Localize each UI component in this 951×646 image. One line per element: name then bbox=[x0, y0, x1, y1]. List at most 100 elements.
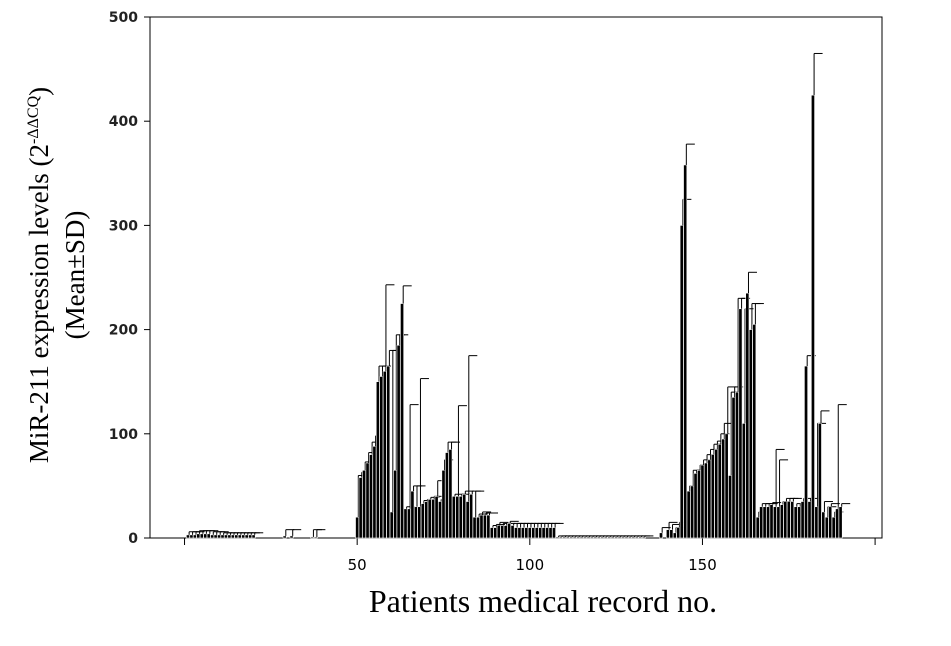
bar bbox=[476, 516, 480, 539]
bar bbox=[524, 527, 529, 539]
bar bbox=[700, 464, 705, 539]
x-tick-label: 150 bbox=[688, 556, 717, 574]
bar bbox=[510, 525, 515, 539]
bar bbox=[817, 423, 822, 539]
bar bbox=[224, 534, 228, 539]
bar bbox=[362, 469, 367, 539]
bar bbox=[210, 534, 215, 539]
bar bbox=[520, 527, 525, 539]
bar bbox=[586, 536, 591, 539]
bar bbox=[531, 527, 536, 539]
y-tick-label: 0 bbox=[128, 531, 138, 547]
bar bbox=[213, 534, 218, 539]
bar bbox=[434, 496, 439, 539]
bar bbox=[762, 506, 767, 539]
bar bbox=[369, 454, 373, 539]
bar bbox=[534, 527, 539, 539]
bar bbox=[355, 516, 360, 539]
bar bbox=[679, 225, 684, 539]
bar bbox=[624, 536, 629, 539]
bar bbox=[693, 473, 698, 539]
bar bbox=[724, 433, 729, 539]
y-tick-label: 400 bbox=[109, 114, 138, 130]
bar bbox=[607, 536, 612, 539]
bar bbox=[707, 459, 712, 539]
bar bbox=[465, 501, 470, 539]
bar bbox=[676, 527, 681, 539]
bar bbox=[755, 516, 760, 539]
bar bbox=[469, 493, 474, 539]
bar bbox=[721, 438, 726, 539]
bar bbox=[717, 443, 722, 539]
bar bbox=[793, 506, 798, 539]
bar bbox=[555, 536, 560, 539]
bar bbox=[835, 508, 840, 539]
bar bbox=[638, 536, 643, 539]
bar bbox=[545, 527, 550, 539]
bar bbox=[786, 501, 791, 539]
y-axis-label-line1: MiR-211 expression levels (2-ΔΔCQ) bbox=[24, 87, 54, 463]
bar bbox=[828, 506, 833, 539]
bar bbox=[203, 533, 208, 539]
bar bbox=[773, 506, 777, 539]
bar bbox=[455, 496, 460, 539]
bar bbox=[372, 446, 377, 539]
bar bbox=[479, 514, 484, 539]
bar bbox=[728, 475, 733, 539]
bar bbox=[552, 527, 556, 539]
bar bbox=[189, 534, 194, 539]
bar bbox=[738, 308, 743, 539]
bar bbox=[583, 536, 587, 539]
bar bbox=[741, 423, 746, 539]
bar bbox=[410, 490, 415, 539]
bar bbox=[783, 501, 788, 539]
bar bbox=[686, 490, 691, 539]
bar bbox=[814, 506, 819, 539]
bar bbox=[489, 527, 494, 539]
y-tick-label: 100 bbox=[109, 427, 138, 443]
bar bbox=[714, 449, 719, 539]
bar bbox=[220, 534, 225, 539]
bar bbox=[838, 506, 843, 539]
bar bbox=[458, 496, 463, 539]
bar bbox=[379, 376, 384, 539]
bar bbox=[631, 536, 636, 539]
bar bbox=[759, 506, 764, 539]
bar bbox=[731, 397, 736, 539]
bar bbox=[811, 94, 815, 539]
x-axis-label: Patients medical record no. bbox=[369, 583, 717, 619]
bar bbox=[500, 525, 505, 539]
y-label-close: ) bbox=[24, 87, 54, 96]
bar bbox=[313, 536, 318, 539]
bar bbox=[634, 536, 639, 539]
bar bbox=[448, 449, 453, 539]
y-tick-label: 300 bbox=[109, 218, 138, 234]
bar bbox=[186, 534, 190, 539]
bar bbox=[614, 536, 619, 539]
bar bbox=[776, 506, 781, 539]
bar bbox=[569, 536, 574, 539]
bar bbox=[482, 514, 487, 539]
bar bbox=[462, 493, 467, 539]
bar bbox=[289, 535, 294, 539]
y-tick-label: 200 bbox=[109, 323, 138, 339]
bar bbox=[572, 536, 577, 539]
bar bbox=[659, 532, 663, 539]
bar bbox=[420, 503, 425, 539]
bar bbox=[779, 504, 784, 539]
bar bbox=[493, 527, 498, 539]
bar bbox=[517, 527, 522, 539]
bar bbox=[472, 516, 477, 539]
bar bbox=[407, 508, 411, 539]
bar bbox=[496, 525, 501, 539]
bar bbox=[752, 324, 757, 539]
bar bbox=[697, 469, 701, 539]
bar bbox=[244, 534, 249, 539]
bar bbox=[548, 527, 553, 539]
bar bbox=[507, 523, 512, 539]
bar bbox=[541, 527, 546, 539]
bar bbox=[438, 501, 442, 539]
x-tick-label: 100 bbox=[515, 556, 544, 574]
